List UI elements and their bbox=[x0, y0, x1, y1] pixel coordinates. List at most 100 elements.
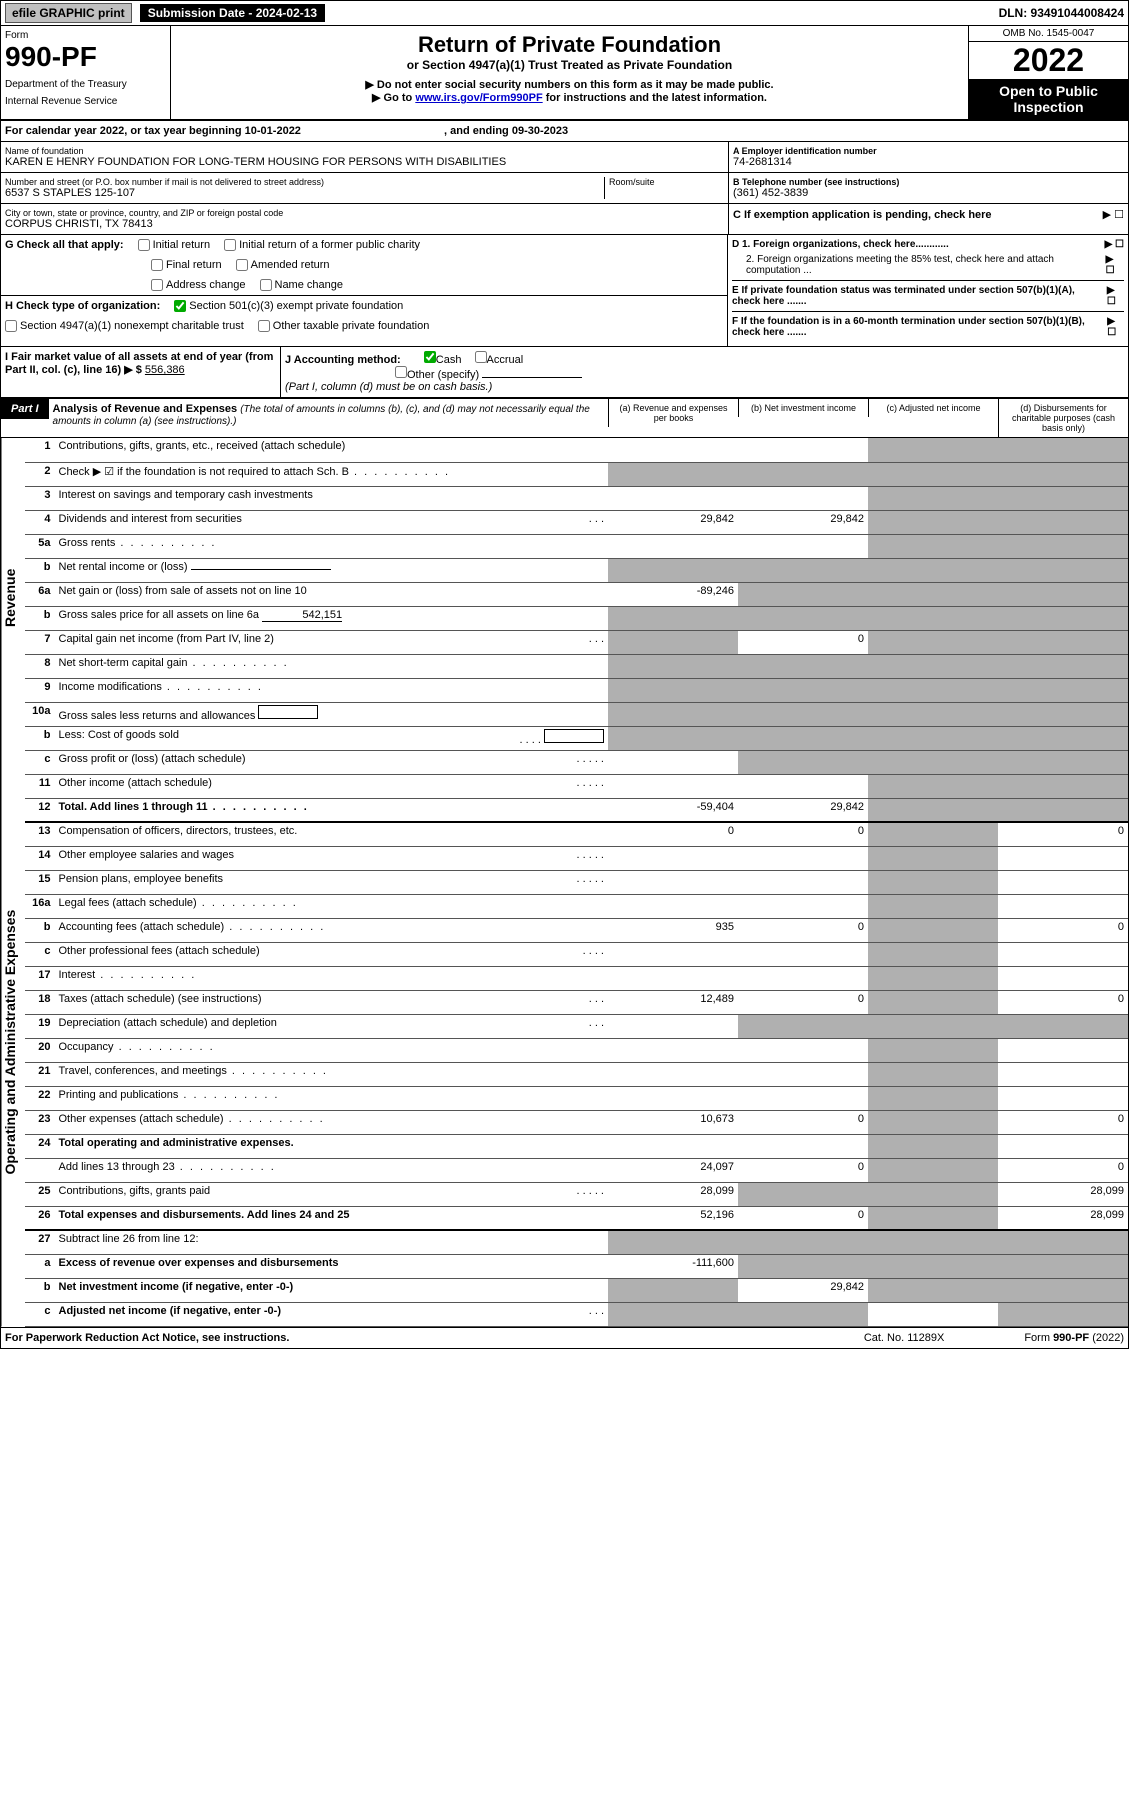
tax-year: 2022 bbox=[969, 42, 1128, 79]
line-27a: aExcess of revenue over expenses and dis… bbox=[25, 1254, 1129, 1278]
line-8: 8Net short-term capital gain bbox=[25, 654, 1129, 678]
part1-title: Analysis of Revenue and Expenses bbox=[53, 403, 238, 415]
line-5b: bNet rental income or (loss) bbox=[25, 558, 1129, 582]
line-17: 17Interest bbox=[25, 966, 1129, 990]
addr-cell: Number and street (or P.O. box number if… bbox=[1, 173, 728, 204]
line-3: 3Interest on savings and temporary cash … bbox=[25, 486, 1129, 510]
g-label: G Check all that apply: bbox=[5, 239, 124, 251]
line-2: 2Check ▶ ☑ if the foundation is not requ… bbox=[25, 462, 1129, 486]
name-label: Name of foundation bbox=[5, 146, 724, 156]
dept-irs: Internal Revenue Service bbox=[5, 96, 166, 107]
ein-cell: A Employer identification number 74-2681… bbox=[729, 142, 1128, 173]
header-right: OMB No. 1545-0047 2022 Open to Public In… bbox=[968, 26, 1128, 119]
footer-form: Form 990-PF (2022) bbox=[1024, 1332, 1124, 1344]
cb-initial[interactable]: Initial return bbox=[138, 239, 210, 251]
line-12: 12Total. Add lines 1 through 11-59,40429… bbox=[25, 798, 1129, 822]
line-27c: cAdjusted net income (if negative, enter… bbox=[25, 1302, 1129, 1326]
part1-title-block: Analysis of Revenue and Expenses (The to… bbox=[49, 399, 608, 431]
addr-label: Number and street (or P.O. box number if… bbox=[5, 177, 604, 187]
line-13: 13Compensation of officers, directors, t… bbox=[25, 822, 1129, 846]
line-24b: Add lines 13 through 2324,09700 bbox=[25, 1158, 1129, 1182]
entity-right: A Employer identification number 74-2681… bbox=[728, 142, 1128, 234]
footer: For Paperwork Reduction Act Notice, see … bbox=[1, 1327, 1128, 1348]
footer-cat: Cat. No. 11289X bbox=[864, 1332, 945, 1344]
dept-treasury: Department of the Treasury bbox=[5, 79, 166, 90]
line-27: 27Subtract line 26 from line 12: bbox=[25, 1230, 1129, 1254]
part1-body: Revenue Operating and Administrative Exp… bbox=[1, 438, 1128, 1327]
line-6a: 6aNet gain or (loss) from sale of assets… bbox=[25, 582, 1129, 606]
cb-cash[interactable]: Cash bbox=[424, 354, 462, 366]
f-item: F If the foundation is in a 60-month ter… bbox=[732, 311, 1124, 338]
header-center: Return of Private Foundation or Section … bbox=[171, 26, 968, 119]
line-16a: 16aLegal fees (attach schedule) bbox=[25, 894, 1129, 918]
line-9: 9Income modifications bbox=[25, 678, 1129, 702]
entity-left: Name of foundation KAREN E HENRY FOUNDAT… bbox=[1, 142, 728, 234]
ein-value: 74-2681314 bbox=[733, 156, 1124, 168]
cb-name-change[interactable]: Name change bbox=[260, 279, 344, 291]
d-e-f-right: D 1. Foreign organizations, check here..… bbox=[728, 235, 1128, 346]
line-22: 22Printing and publications bbox=[25, 1086, 1129, 1110]
g-row-3: Address change Name change bbox=[1, 275, 727, 295]
line-18: 18Taxes (attach schedule) (see instructi… bbox=[25, 990, 1129, 1014]
line-4: 4Dividends and interest from securities.… bbox=[25, 510, 1129, 534]
open-inspection: Open to Public Inspection bbox=[969, 79, 1128, 119]
cb-4947[interactable]: Section 4947(a)(1) nonexempt charitable … bbox=[5, 320, 244, 332]
j-block: J Accounting method: Cash Accrual Other … bbox=[281, 347, 1128, 397]
line-23: 23Other expenses (attach schedule)10,673… bbox=[25, 1110, 1129, 1134]
j-note: (Part I, column (d) must be on cash basi… bbox=[285, 381, 1124, 393]
cb-amended[interactable]: Amended return bbox=[236, 259, 330, 271]
cb-addr-change[interactable]: Address change bbox=[151, 279, 246, 291]
top-bar: efile GRAPHIC print Submission Date - 20… bbox=[1, 1, 1128, 26]
g-h-left: G Check all that apply: Initial return I… bbox=[1, 235, 728, 346]
e-item: E If private foundation status was termi… bbox=[732, 280, 1124, 307]
h-row-2: Section 4947(a)(1) nonexempt charitable … bbox=[1, 316, 727, 336]
col-d-hdr: (d) Disbursements for charitable purpose… bbox=[998, 399, 1128, 437]
i-label: I Fair market value of all assets at end… bbox=[5, 351, 273, 376]
irs-link[interactable]: www.irs.gov/Form990PF bbox=[415, 92, 542, 104]
line-10b: bLess: Cost of goods sold. . . . bbox=[25, 726, 1129, 750]
line-6b: bGross sales price for all assets on lin… bbox=[25, 606, 1129, 630]
phone-cell: B Telephone number (see instructions) (3… bbox=[729, 173, 1128, 204]
part1-tag: Part I bbox=[1, 399, 49, 419]
c-pending: C If exemption application is pending, c… bbox=[729, 204, 1128, 225]
phone-value: (361) 452-3839 bbox=[733, 187, 1124, 199]
cb-initial-former[interactable]: Initial return of a former public charit… bbox=[224, 239, 420, 251]
line-25: 25Contributions, gifts, grants paid. . .… bbox=[25, 1182, 1129, 1206]
city-label: City or town, state or province, country… bbox=[5, 208, 724, 218]
cb-other-tax[interactable]: Other taxable private foundation bbox=[258, 320, 430, 332]
note-url: ▶ Go to www.irs.gov/Form990PF for instru… bbox=[177, 91, 962, 104]
submission-date: Submission Date - 2024-02-13 bbox=[140, 4, 325, 22]
line-10c: cGross profit or (loss) (attach schedule… bbox=[25, 750, 1129, 774]
form-number: 990-PF bbox=[5, 41, 166, 73]
line-26: 26Total expenses and disbursements. Add … bbox=[25, 1206, 1129, 1230]
h-row: H Check type of organization: Section 50… bbox=[1, 295, 727, 316]
c-pending-label: C If exemption application is pending, c… bbox=[733, 209, 992, 221]
cb-accrual[interactable]: Accrual bbox=[475, 354, 524, 366]
phone-label: B Telephone number (see instructions) bbox=[733, 177, 1124, 187]
name-cell: Name of foundation KAREN E HENRY FOUNDAT… bbox=[1, 142, 728, 173]
col-c-hdr: (c) Adjusted net income bbox=[868, 399, 998, 417]
omb-number: OMB No. 1545-0047 bbox=[969, 26, 1128, 42]
cb-501c3[interactable]: Section 501(c)(3) exempt private foundat… bbox=[174, 300, 403, 312]
line-5a: 5aGross rents bbox=[25, 534, 1129, 558]
line-27b: bNet investment income (if negative, ent… bbox=[25, 1278, 1129, 1302]
efile-print-button[interactable]: efile GRAPHIC print bbox=[5, 3, 132, 23]
line-14: 14Other employee salaries and wages. . .… bbox=[25, 846, 1129, 870]
street-address: 6537 S STAPLES 125-107 bbox=[5, 187, 604, 199]
form-label: Form bbox=[5, 30, 166, 41]
ein-label: A Employer identification number bbox=[733, 146, 1124, 156]
line-7: 7Capital gain net income (from Part IV, … bbox=[25, 630, 1129, 654]
lines-table: 1Contributions, gifts, grants, etc., rec… bbox=[25, 438, 1129, 1327]
side-expenses: Operating and Administrative Expenses bbox=[1, 758, 25, 1327]
form-container: efile GRAPHIC print Submission Date - 20… bbox=[0, 0, 1129, 1349]
j-label: J Accounting method: bbox=[285, 354, 401, 366]
line-21: 21Travel, conferences, and meetings bbox=[25, 1062, 1129, 1086]
form-header: Form 990-PF Department of the Treasury I… bbox=[1, 26, 1128, 121]
cb-final[interactable]: Final return bbox=[151, 259, 222, 271]
cb-other[interactable]: Other (specify) bbox=[395, 366, 1124, 381]
d1-item: D 1. Foreign organizations, check here..… bbox=[732, 239, 1124, 250]
h-label: H Check type of organization: bbox=[5, 300, 160, 312]
g-row: G Check all that apply: Initial return I… bbox=[1, 235, 727, 255]
side-revenue: Revenue bbox=[1, 438, 25, 758]
i-block: I Fair market value of all assets at end… bbox=[1, 347, 281, 397]
